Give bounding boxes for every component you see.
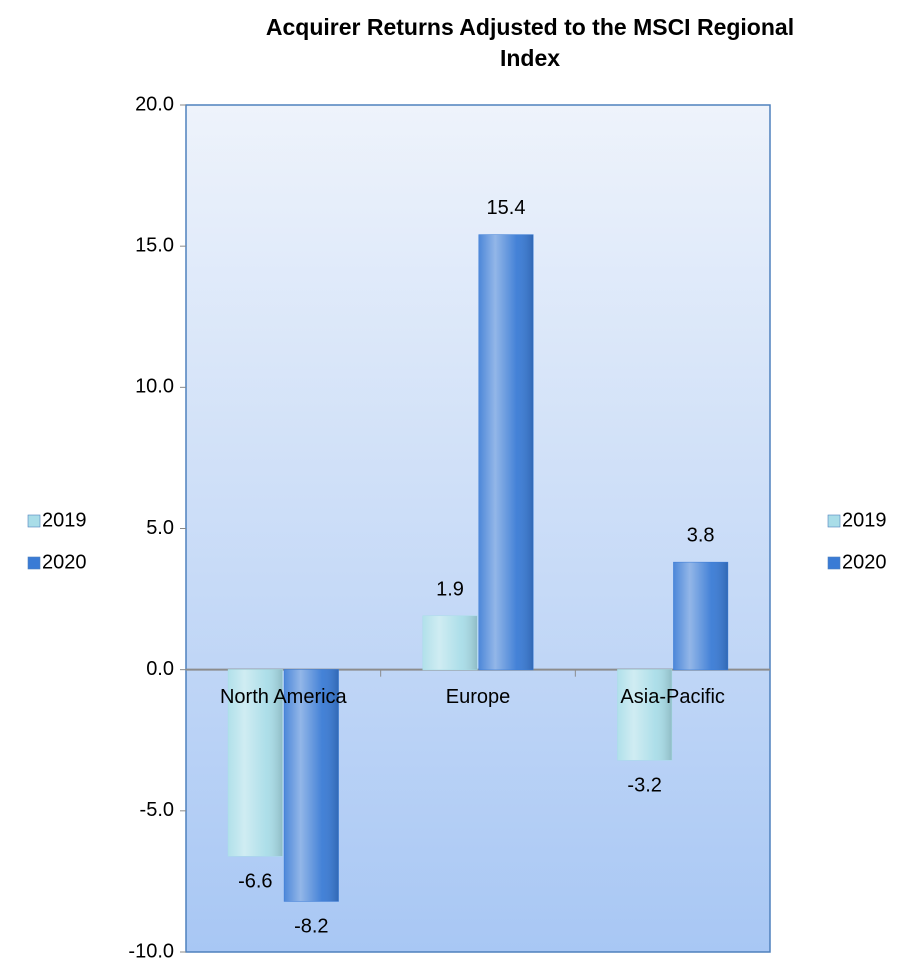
chart-title: Acquirer Returns Adjusted to the MSCI Re… (265, 14, 795, 71)
legend-swatch (27, 514, 41, 528)
value-label: -3.2 (627, 774, 661, 796)
y-tick-label: 0.0 (146, 658, 174, 680)
legend-label: 2020 (42, 551, 87, 573)
bar-highlight (617, 669, 672, 761)
bar-highlight (479, 234, 533, 670)
y-tick-label: 15.0 (135, 234, 174, 256)
y-tick-label: -5.0 (140, 799, 174, 821)
x-tick-label: Asia-Pacific (620, 686, 724, 708)
plot-area (185, 104, 771, 953)
bar-highlight (423, 616, 477, 670)
y-tick-label: 5.0 (146, 517, 174, 539)
y-tick-label: 10.0 (135, 376, 174, 398)
legend-label: 2019 (842, 509, 887, 531)
bar-highlight (228, 669, 283, 857)
value-label: -6.6 (238, 870, 272, 892)
legend-label: 2019 (42, 509, 87, 531)
value-label: 1.9 (436, 578, 464, 600)
value-label: -8.2 (294, 915, 328, 937)
y-tick-label: -10.0 (128, 940, 174, 962)
legend-label: 2020 (842, 551, 887, 573)
legend-swatch (827, 556, 841, 570)
x-tick-label: Europe (446, 686, 511, 708)
bar-highlight (673, 562, 728, 670)
x-tick-label: North America (220, 686, 348, 708)
value-label: 3.8 (687, 525, 715, 547)
y-tick-label: 20.0 (135, 93, 174, 115)
value-label: 15.4 (487, 197, 526, 219)
bar-highlight (284, 669, 339, 902)
legend-swatch (827, 514, 841, 528)
legend-swatch (27, 556, 41, 570)
